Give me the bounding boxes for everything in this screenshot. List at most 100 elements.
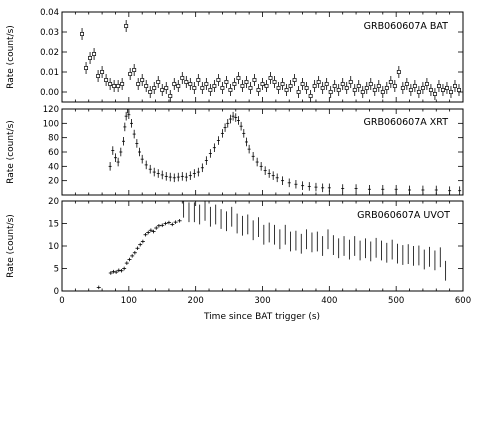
- bat-data-point: [441, 88, 445, 92]
- bat-data-point: [96, 74, 101, 78]
- xrt-panel-title: GRB060607A XRT: [364, 117, 449, 128]
- bat-ytick-label: 0.00: [40, 88, 59, 98]
- uvot-ytick-label: 10: [48, 242, 59, 252]
- bat-data-point: [192, 86, 197, 90]
- xrt-ytick-label: 20: [48, 177, 59, 187]
- bat-data-point: [264, 84, 269, 88]
- bat-data-point: [248, 86, 253, 90]
- bat-data-point: [280, 82, 285, 86]
- bat-data-point: [240, 84, 245, 88]
- bat-ytick-label: 0.03: [40, 28, 59, 38]
- bat-data-point: [396, 70, 401, 74]
- bat-data-point: [328, 90, 333, 94]
- uvot-ytick-label: 15: [48, 220, 59, 230]
- bat-data-point: [136, 82, 141, 86]
- bat-data-point: [168, 94, 173, 98]
- bat-data-point: [384, 86, 389, 90]
- bat-data-point: [228, 88, 233, 92]
- bat-data-point: [220, 86, 225, 90]
- x-tick-label: 0: [59, 296, 64, 306]
- bat-ytick-label: 0.01: [40, 68, 59, 78]
- bat-data-point: [308, 94, 313, 98]
- bat-data-point: [100, 70, 105, 74]
- bat-data-point: [380, 90, 385, 94]
- uvot-panel-title: GRB060607A UVOT: [357, 210, 450, 221]
- bat-panel: GRB060607A BAT 0.00 0.01 0.02 0.03 0.04 Rate…: [6, 8, 464, 103]
- bat-data-point: [352, 88, 357, 92]
- bat-data-point: [108, 82, 113, 86]
- bat-data-point: [356, 84, 361, 88]
- bat-data-point: [404, 82, 409, 86]
- bat-data-point: [204, 82, 209, 86]
- bat-data-point: [148, 90, 153, 94]
- bat-data-point: [376, 84, 381, 88]
- x-tick-label: 400: [321, 296, 337, 306]
- x-tick-label: 300: [254, 296, 270, 306]
- bat-data-point: [200, 86, 205, 90]
- bat-data-point: [132, 68, 137, 72]
- uvot-ytick-label: 20: [48, 197, 59, 207]
- x-tick-label: 500: [388, 296, 404, 306]
- bat-data-point: [412, 84, 417, 88]
- bat-ytick-label: 0.04: [40, 8, 59, 18]
- bat-data-point: [84, 66, 89, 70]
- xrt-ytick-label: 60: [48, 148, 59, 158]
- bat-data-point: [304, 86, 309, 90]
- bat-data-point: [348, 80, 353, 84]
- bat-data-point: [432, 92, 437, 96]
- bat-ytick-label: 0.02: [40, 48, 59, 58]
- bat-data-point: [457, 88, 461, 92]
- bat-data-point: [172, 82, 177, 86]
- bat-data-point: [232, 82, 237, 86]
- bat-data-point: [300, 82, 305, 86]
- bat-data-point: [184, 80, 189, 84]
- bat-data-point: [236, 76, 241, 80]
- bat-data-point: [292, 78, 297, 82]
- bat-data-point: [288, 84, 293, 88]
- bat-data-point: [312, 84, 317, 88]
- bat-data-point: [316, 80, 321, 84]
- bat-data-point: [400, 86, 405, 90]
- bat-data-point: [156, 80, 161, 84]
- xrt-ytick-label: 100: [43, 119, 59, 129]
- bat-data-point: [284, 88, 289, 92]
- bat-data-point: [180, 76, 185, 80]
- bat-data-point: [368, 82, 373, 86]
- bat-data-point: [336, 88, 341, 92]
- bat-data-point: [224, 80, 229, 84]
- bat-data-point: [256, 88, 261, 92]
- bat-data-point: [112, 84, 117, 88]
- bat-data-point: [212, 84, 217, 88]
- bat-data-point: [188, 82, 193, 86]
- xrt-ytick-label: 120: [43, 105, 59, 115]
- bat-data-point: [272, 80, 277, 84]
- bat-data-point: [260, 82, 265, 86]
- bat-data-point: [88, 56, 93, 60]
- bat-data-point: [144, 84, 149, 88]
- bat-data-point: [388, 80, 393, 84]
- bat-data-point: [276, 86, 281, 90]
- bat-data-point: [344, 86, 349, 90]
- xrt-data-points: [108, 108, 462, 195]
- x-tick-labels: 0 100 200 300 400 500 600: [59, 296, 471, 306]
- xrt-ytick-label: 40: [48, 162, 59, 172]
- bat-data-point: [320, 86, 325, 90]
- xrt-ylabel: Rate (count/s): [6, 120, 16, 184]
- bat-data-point: [176, 84, 181, 88]
- bat-data-point: [296, 90, 301, 94]
- bat-data-point: [152, 86, 157, 90]
- bat-data-point: [140, 78, 145, 82]
- x-tick-label: 200: [188, 296, 204, 306]
- bat-panel-title: GRB060607A BAT: [364, 21, 449, 32]
- bat-data-point: [160, 88, 165, 92]
- x-axis-title: Time since BAT trigger (s): [203, 312, 320, 322]
- uvot-ytick-label: 5: [54, 265, 59, 275]
- bat-data-point: [340, 82, 345, 86]
- bat-ylabel: Rate (count/s): [6, 25, 16, 89]
- bat-data-point: [116, 84, 121, 88]
- uvot-data-points: [96, 201, 447, 290]
- bat-data-point: [372, 88, 377, 92]
- xrt-ytick-label: 80: [48, 134, 59, 144]
- uvot-ylabel: Rate (count/s): [6, 214, 16, 278]
